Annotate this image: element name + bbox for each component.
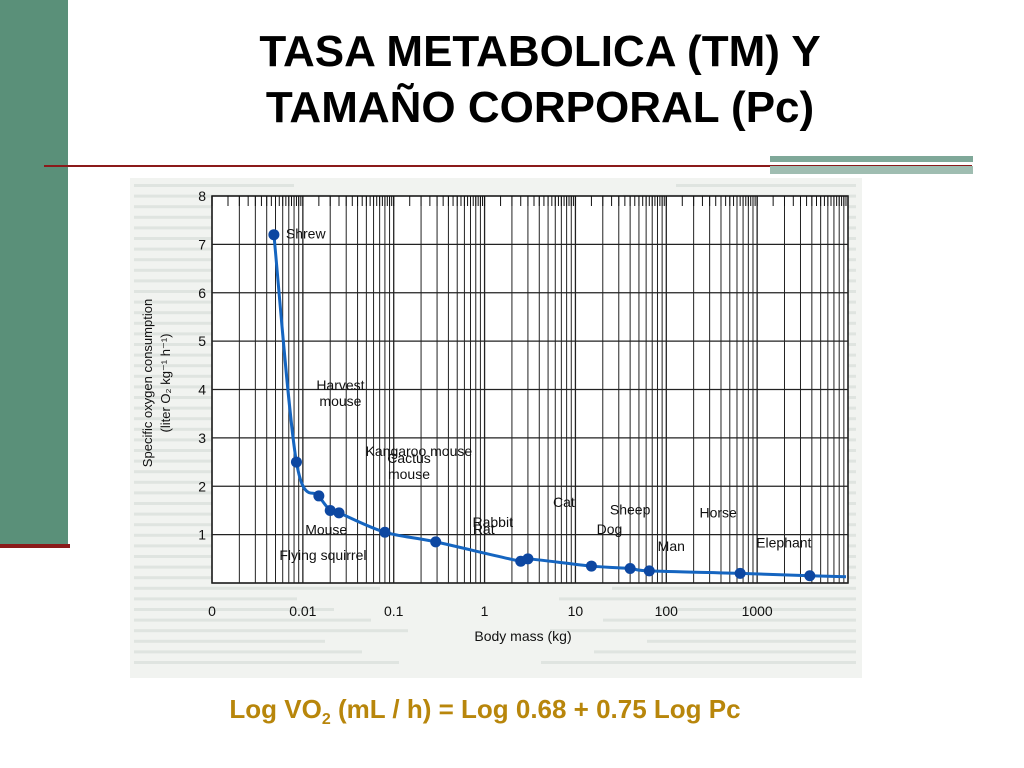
right-accent-bars — [770, 156, 973, 178]
left-accent-line — [0, 544, 70, 548]
point-label-harvest-mouse: mouse — [319, 393, 361, 409]
point-label-sheep: Sheep — [610, 501, 651, 517]
point-label-dog: Dog — [597, 521, 623, 537]
texture-line — [656, 608, 856, 611]
data-point-mouse — [324, 504, 336, 516]
slide-title: TASA METABOLICA (TM) Y TAMAÑO CORPORAL (… — [150, 24, 930, 136]
point-label-flying-squirrel: Flying squirrel — [279, 547, 366, 563]
x-tick-label: 100 — [655, 603, 679, 619]
y-tick-label: 3 — [198, 430, 206, 446]
point-label-shrew: Shrew — [286, 226, 327, 242]
point-label-rat: Rat — [473, 521, 495, 537]
y-tick-label: 8 — [198, 188, 206, 204]
y-tick-label: 5 — [198, 333, 206, 349]
texture-line — [134, 184, 294, 187]
x-axis-label: Body mass (kg) — [474, 628, 571, 644]
y-tick-label: 2 — [198, 478, 206, 494]
title-divider — [44, 165, 972, 167]
point-label-cactus-mouse: mouse — [388, 466, 430, 482]
texture-line — [134, 597, 297, 601]
data-point-cat — [522, 553, 534, 565]
data-point-dog — [585, 560, 597, 572]
chart-figure: 0 0.01 0.1 1 10 100 1000 1 2 3 4 5 6 7 8 Shrew Harvest m… — [130, 178, 862, 678]
texture-line — [134, 586, 380, 590]
texture-line — [550, 629, 856, 633]
texture-line — [541, 661, 856, 664]
y-tick-label: 4 — [198, 382, 206, 398]
left-accent-bar — [0, 0, 68, 545]
point-label-cactus-mouse: Cactus — [387, 450, 431, 466]
data-point-kangaroo-mouse — [313, 490, 325, 502]
data-point-man — [643, 565, 655, 577]
texture-line — [134, 650, 362, 654]
texture-line — [134, 608, 334, 611]
data-point-sheep — [624, 562, 636, 574]
x-tick-label: 1 — [481, 603, 489, 619]
point-label-harvest-mouse: Harvest — [316, 377, 364, 393]
slide-title-line-1: TASA METABOLICA (TM) Y — [259, 27, 821, 76]
texture-line — [134, 618, 371, 622]
data-point-cactus-mouse — [333, 507, 345, 519]
texture-line — [603, 618, 856, 622]
point-label-elephant: Elephant — [756, 535, 811, 551]
formula-text: Log VO2 (mL / h) = Log 0.68 + 0.75 Log P… — [160, 694, 810, 729]
texture-line — [676, 184, 856, 187]
data-point-elephant — [804, 570, 816, 582]
data-points — [268, 229, 816, 582]
chart-grid — [211, 195, 849, 584]
data-point-flying-squirrel — [379, 526, 391, 538]
point-label-rabbit: Rabbit — [472, 514, 513, 530]
y-tick-label: 1 — [198, 527, 206, 543]
texture-line — [594, 650, 856, 654]
y-tick-label: 6 — [198, 285, 206, 301]
y-axis-label-line-1: Specific oxygen consumption — [140, 299, 155, 467]
formula-subscript: 2 — [321, 711, 331, 729]
y-axis-label-line-2: (liter O₂ kg⁻¹ h⁻¹) — [158, 334, 173, 433]
point-label-mouse: Mouse — [305, 521, 347, 537]
data-point-shrew — [268, 229, 280, 241]
x-tick-label: 10 — [568, 603, 584, 619]
slide-title-line-2: TAMAÑO CORPORAL (Pc) — [265, 83, 815, 132]
fit-curve — [272, 234, 847, 579]
data-point-harvest-mouse — [290, 456, 302, 468]
point-label-kangaroo-mouse: Kangaroo mouse — [366, 443, 473, 459]
texture-line — [559, 597, 856, 601]
texture-line — [612, 586, 856, 590]
data-point-rat — [430, 536, 442, 548]
point-label-man: Man — [658, 538, 685, 554]
texture-line — [134, 661, 399, 664]
data-point-horse — [734, 567, 746, 579]
x-tick-label: 0 — [208, 603, 216, 619]
texture-line — [134, 629, 408, 633]
y-tick-label: 7 — [198, 236, 206, 252]
formula-suffix: (mL / h) = Log 0.68 + 0.75 Log Pc — [330, 694, 741, 724]
texture-line — [647, 639, 856, 643]
chart-axes: 0 0.01 0.1 1 10 100 1000 1 2 3 4 5 6 7 8 — [198, 188, 773, 619]
point-label-cat: Cat — [553, 494, 575, 510]
point-label-horse: Horse — [699, 504, 737, 520]
texture-line — [134, 639, 325, 643]
x-tick-label: 0.1 — [384, 603, 404, 619]
formula-prefix: Log VO — [229, 694, 322, 724]
x-tick-label: 1000 — [742, 603, 773, 619]
x-tick-label: 0.01 — [289, 603, 316, 619]
